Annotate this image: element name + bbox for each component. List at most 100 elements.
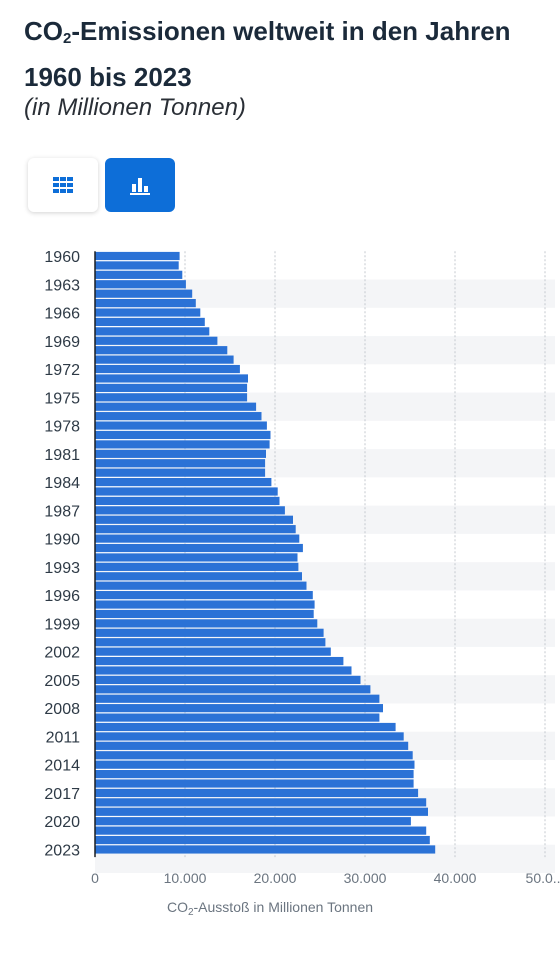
bar-1963[interactable] <box>95 280 186 289</box>
bar-2020[interactable] <box>95 817 411 826</box>
y-tick-label: 1978 <box>44 419 80 436</box>
y-tick-label: 1984 <box>44 475 80 492</box>
bar-1973[interactable] <box>95 374 248 383</box>
bar-1981[interactable] <box>95 449 266 458</box>
y-tick-label: 1963 <box>44 277 80 294</box>
bar-2014[interactable] <box>95 760 415 769</box>
bar-1964[interactable] <box>95 289 193 298</box>
bar-2000[interactable] <box>95 628 324 637</box>
bar-2009[interactable] <box>95 713 380 722</box>
bar-2019[interactable] <box>95 807 428 816</box>
bar-2007[interactable] <box>95 694 380 703</box>
bar-2021[interactable] <box>95 826 427 835</box>
bar-1996[interactable] <box>95 591 313 600</box>
y-tick-label: 1999 <box>44 616 80 633</box>
bar-1993[interactable] <box>95 562 299 571</box>
y-tick-label: 1972 <box>44 362 80 379</box>
bar-1986[interactable] <box>95 496 280 506</box>
y-tick-label: 2011 <box>46 729 81 746</box>
chart-view-button[interactable] <box>105 158 175 212</box>
table-view-button[interactable] <box>28 158 98 212</box>
bar-1974[interactable] <box>95 383 248 392</box>
bar-1990[interactable] <box>95 534 300 543</box>
y-tick-label: 2020 <box>44 814 80 831</box>
bar-2016[interactable] <box>95 779 414 788</box>
bar-1968[interactable] <box>95 327 210 336</box>
bar-2006[interactable] <box>95 685 371 694</box>
bar-1961[interactable] <box>95 261 179 270</box>
bar-2003[interactable] <box>95 656 344 666</box>
x-tick-label: 50.0... <box>526 870 560 886</box>
bar-1989[interactable] <box>95 525 296 534</box>
bar-2001[interactable] <box>95 638 326 647</box>
x-axis-label-subscript: 2 <box>188 907 194 918</box>
bar-1983[interactable] <box>95 468 266 477</box>
bar-1985[interactable] <box>95 487 278 496</box>
x-tick-label: 30.000 <box>344 870 387 886</box>
bar-2022[interactable] <box>95 835 430 845</box>
x-tick-label: 0 <box>91 870 99 886</box>
bar-2017[interactable] <box>95 788 419 798</box>
bar-1966[interactable] <box>95 308 201 317</box>
x-axis-label-rest: -Ausstoß in Millionen Tonnen <box>194 899 374 915</box>
bar-1987[interactable] <box>95 506 285 515</box>
bar-1980[interactable] <box>95 440 270 449</box>
y-tick-label: 2008 <box>44 701 80 718</box>
bar-2002[interactable] <box>95 647 331 656</box>
bar-2008[interactable] <box>95 704 383 713</box>
bar-2015[interactable] <box>95 770 414 779</box>
y-tick-label: 2005 <box>44 673 80 690</box>
bar-1979[interactable] <box>95 430 271 440</box>
bar-1995[interactable] <box>95 581 307 590</box>
bar-chart: 1960 1963 1966 1969 1972 1975 1978 1981 1984 1987… <box>44 249 560 918</box>
bar-1967[interactable] <box>95 317 205 327</box>
bar-1997[interactable] <box>95 600 315 609</box>
y-tick-label: 1987 <box>44 503 80 520</box>
bar-2005[interactable] <box>95 675 361 684</box>
bar-1971[interactable] <box>95 355 234 364</box>
x-tick-label: 20.000 <box>254 870 297 886</box>
bar-1988[interactable] <box>95 515 293 524</box>
y-tick-label: 1996 <box>44 588 80 605</box>
bar-1982[interactable] <box>95 459 266 468</box>
bar-1991[interactable] <box>95 543 303 553</box>
y-tick-label: 2023 <box>44 842 80 859</box>
bar-1962[interactable] <box>95 270 183 279</box>
y-tick-label: 2014 <box>44 758 80 775</box>
title-rest: -Emissionen weltweit in den Jahren 1960 … <box>24 16 511 92</box>
bar-1965[interactable] <box>95 299 196 308</box>
bar-1976[interactable] <box>95 402 257 411</box>
y-tick-label: 1990 <box>44 532 80 549</box>
y-tick-label: 1975 <box>44 390 80 407</box>
bar-2010[interactable] <box>95 722 396 732</box>
table-grid-icon <box>53 177 73 193</box>
bar-1972[interactable] <box>95 364 240 374</box>
bar-1984[interactable] <box>95 477 272 487</box>
bar-1975[interactable] <box>95 393 248 402</box>
bar-1978[interactable] <box>95 421 267 430</box>
bar-2012[interactable] <box>95 741 409 750</box>
bar-1969[interactable] <box>95 336 218 345</box>
bar-1994[interactable] <box>95 572 302 581</box>
bar-2011[interactable] <box>95 732 404 741</box>
bar-2023[interactable] <box>95 845 436 854</box>
y-tick-label: 1993 <box>44 560 80 577</box>
bar-2013[interactable] <box>95 751 413 760</box>
title-subscript: 2 <box>63 30 72 47</box>
bar-2004[interactable] <box>95 666 352 675</box>
bar-1977[interactable] <box>95 412 262 421</box>
bar-1960[interactable] <box>95 251 180 261</box>
x-tick-label: 40.000 <box>434 870 477 886</box>
y-tick-label: 1981 <box>44 447 80 464</box>
y-tick-label: 1960 <box>44 249 80 266</box>
title-prefix: CO <box>24 16 63 46</box>
bar-2018[interactable] <box>95 798 427 807</box>
chart-title: CO2-Emissionen weltweit in den Jahren 19… <box>24 12 544 96</box>
y-tick-label: 2002 <box>44 645 80 662</box>
x-tick-label: 10.000 <box>164 870 207 886</box>
bar-1992[interactable] <box>95 553 298 562</box>
bar-1998[interactable] <box>95 609 314 619</box>
y-tick-label: 1966 <box>44 306 80 323</box>
bar-1999[interactable] <box>95 619 318 628</box>
bar-1970[interactable] <box>95 346 228 355</box>
